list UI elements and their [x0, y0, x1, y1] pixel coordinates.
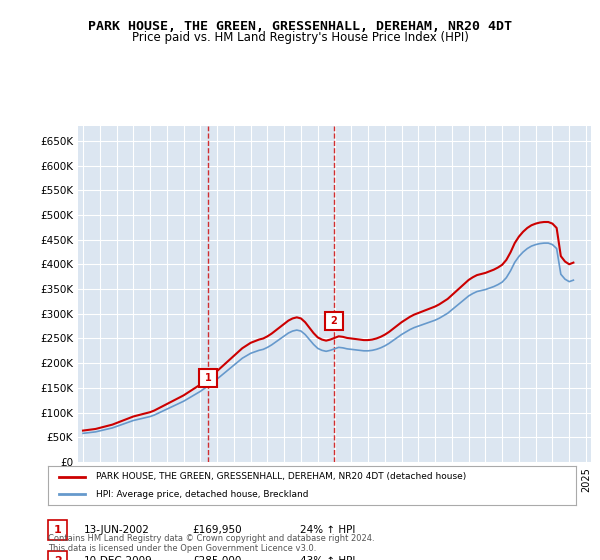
Text: 13-JUN-2002: 13-JUN-2002	[84, 525, 150, 535]
Text: 1: 1	[54, 525, 61, 535]
Text: Contains HM Land Registry data © Crown copyright and database right 2024.
This d: Contains HM Land Registry data © Crown c…	[48, 534, 374, 553]
Text: 1: 1	[205, 373, 211, 383]
Text: HPI: Average price, detached house, Breckland: HPI: Average price, detached house, Brec…	[95, 489, 308, 498]
Text: PARK HOUSE, THE GREEN, GRESSENHALL, DEREHAM, NR20 4DT: PARK HOUSE, THE GREEN, GRESSENHALL, DERE…	[88, 20, 512, 32]
Text: 2: 2	[54, 556, 61, 560]
Text: PARK HOUSE, THE GREEN, GRESSENHALL, DEREHAM, NR20 4DT (detached house): PARK HOUSE, THE GREEN, GRESSENHALL, DERE…	[95, 473, 466, 482]
Text: 24% ↑ HPI: 24% ↑ HPI	[300, 525, 355, 535]
Text: £285,000: £285,000	[192, 556, 241, 560]
Text: 10-DEC-2009: 10-DEC-2009	[84, 556, 153, 560]
Text: 43% ↑ HPI: 43% ↑ HPI	[300, 556, 355, 560]
Text: Price paid vs. HM Land Registry's House Price Index (HPI): Price paid vs. HM Land Registry's House …	[131, 31, 469, 44]
Text: 2: 2	[330, 316, 337, 326]
Text: £169,950: £169,950	[192, 525, 242, 535]
